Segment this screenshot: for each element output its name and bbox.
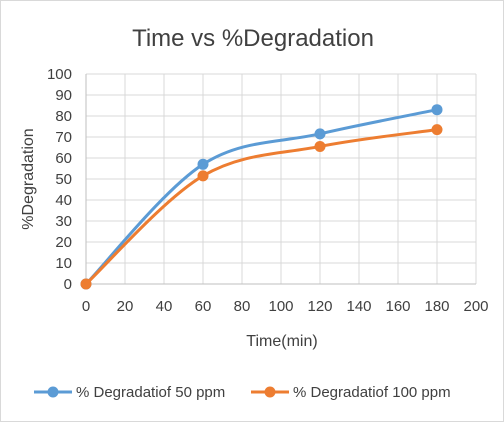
series-1 [80, 104, 443, 290]
x-tick-label: 20 [117, 298, 134, 315]
series [80, 104, 443, 290]
data-point [314, 140, 326, 152]
y-tick-label: 80 [55, 108, 72, 125]
data-point [197, 170, 209, 182]
x-tick-label: 100 [268, 298, 293, 315]
y-tick-label: 70 [55, 129, 72, 146]
x-axis-title: Time(min) [246, 333, 317, 350]
data-point [197, 158, 209, 170]
y-tick-label: 40 [55, 192, 72, 209]
y-tick-label: 100 [47, 66, 72, 83]
chart-title: Time vs %Degradation [132, 25, 374, 52]
legend-entry-1: % Degradatiof 50 ppm [34, 384, 225, 401]
legend-marker [264, 386, 276, 398]
x-tick-label: 200 [463, 298, 488, 315]
tick-labels: 0 10 20 30 40 50 60 70 80 90 100 0 20 40 60 80 100 120 140… [47, 66, 489, 315]
x-tick-label: 0 [82, 298, 90, 315]
x-tick-label: 60 [195, 298, 212, 315]
series-line [84, 128, 439, 286]
legend-marker [47, 386, 59, 398]
series-2 [80, 124, 443, 290]
x-tick-label: 120 [307, 298, 332, 315]
x-tick-label: 160 [385, 298, 410, 315]
y-tick-label: 30 [55, 213, 72, 230]
legend-label: % Degradatiof 100 ppm [293, 384, 451, 401]
y-tick-label: 90 [55, 87, 72, 104]
x-tick-label: 140 [346, 298, 371, 315]
y-axis-title: %Degradation [20, 128, 37, 229]
gridlines [86, 73, 477, 284]
y-tick-label: 20 [55, 234, 72, 251]
legend-label: % Degradatiof 50 ppm [76, 384, 225, 401]
legend-entry-2: % Degradatiof 100 ppm [251, 384, 451, 401]
x-tick-label: 80 [234, 298, 251, 315]
y-tick-label: 10 [55, 255, 72, 272]
data-point [314, 128, 326, 140]
data-point [431, 104, 443, 116]
axes [85, 74, 476, 285]
legend: % Degradatiof 50 ppm % Degradatiof 100 pp… [34, 384, 451, 401]
x-tick-label: 40 [156, 298, 173, 315]
y-tick-label: 60 [55, 150, 72, 167]
data-point [431, 124, 443, 136]
data-point [80, 278, 92, 290]
y-tick-label: 50 [55, 171, 72, 188]
series-line [84, 108, 439, 286]
y-tick-label: 0 [64, 276, 72, 293]
x-tick-label: 180 [424, 298, 449, 315]
